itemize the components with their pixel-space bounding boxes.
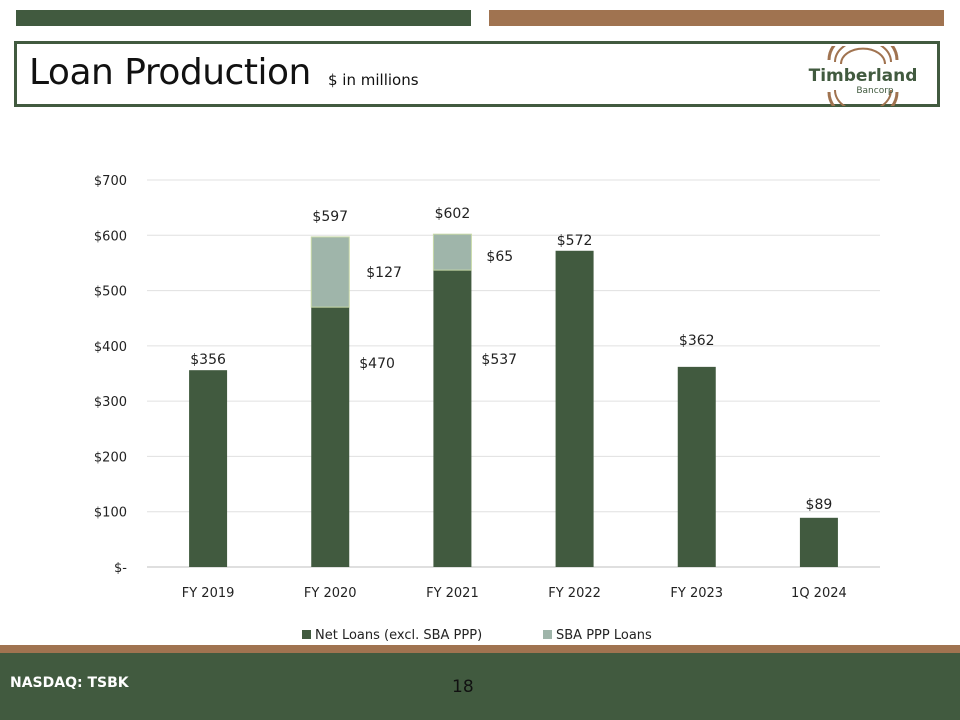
timberland-logo: Timberland Bancorp xyxy=(809,46,918,106)
legend-swatch-net-loans xyxy=(302,630,311,639)
footer-stripe xyxy=(0,645,960,653)
page-title: Loan Production xyxy=(29,52,311,93)
y-tick-label: $300 xyxy=(94,395,127,410)
y-tick-label: $100 xyxy=(94,506,127,521)
footer: NASDAQ: TSBK 18 xyxy=(0,653,960,720)
y-tick-label: $400 xyxy=(94,340,127,355)
bar-net-loans xyxy=(311,307,350,567)
logo-sub: Bancorp xyxy=(856,86,894,96)
net-loans-label: $572 xyxy=(557,233,593,249)
legend-swatch-sba-ppp xyxy=(543,630,552,639)
header-accent-green xyxy=(16,10,471,26)
tree-ring-icon xyxy=(827,46,899,106)
net-loans-label: $356 xyxy=(190,352,226,368)
net-loans-label: $470 xyxy=(359,356,395,372)
total-label: $602 xyxy=(435,206,471,222)
bar-sba-ppp xyxy=(432,233,472,271)
logo-name: Timberland xyxy=(809,66,918,86)
y-tick-label: $- xyxy=(114,561,127,576)
x-tick-label: 1Q 2024 xyxy=(791,586,847,601)
title-box: Loan Production $ in millions Timberland… xyxy=(14,41,940,107)
page-subtitle: $ in millions xyxy=(328,71,419,89)
bar-net-loans xyxy=(189,370,228,567)
header-accent-brown xyxy=(489,10,944,26)
x-tick-label: FY 2023 xyxy=(670,586,723,601)
page-number: 18 xyxy=(452,677,474,697)
net-loans-label: $362 xyxy=(679,333,715,349)
bar-net-loans xyxy=(799,517,838,567)
sba-ppp-label: $127 xyxy=(366,265,402,281)
nasdaq-ticker: NASDAQ: TSBK xyxy=(10,675,129,691)
loan-production-chart: $- $100 $200 $300 $400 $500 $600 $700 $356 FY 201… xyxy=(94,174,880,643)
x-tick-label: FY 2022 xyxy=(548,586,601,601)
net-loans-label: $89 xyxy=(806,497,833,513)
bar-sba-ppp xyxy=(310,236,350,308)
bar-net-loans xyxy=(677,366,716,567)
total-label: $597 xyxy=(312,209,348,225)
net-loans-label: $537 xyxy=(481,352,517,368)
legend-net-loans: Net Loans (excl. SBA PPP) xyxy=(315,628,482,643)
bar-net-loans xyxy=(555,250,594,567)
y-tick-label: $600 xyxy=(94,229,127,244)
y-tick-label: $200 xyxy=(94,450,127,465)
x-tick-label: FY 2021 xyxy=(426,586,479,601)
y-tick-label: $700 xyxy=(94,174,127,189)
x-tick-label: FY 2020 xyxy=(304,586,357,601)
bar-net-loans xyxy=(433,270,472,567)
legend-sba-ppp: SBA PPP Loans xyxy=(556,628,652,643)
y-tick-label: $500 xyxy=(94,285,127,300)
x-tick-label: FY 2019 xyxy=(182,586,235,601)
sba-ppp-label: $65 xyxy=(486,249,513,265)
